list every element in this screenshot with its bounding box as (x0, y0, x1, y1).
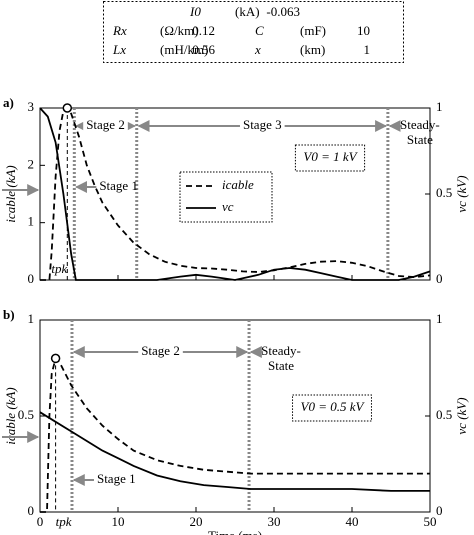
peak-marker (50, 353, 61, 364)
y-tick-label: 0 (28, 503, 35, 518)
series-line (39, 411, 430, 492)
table-cell: (mF) (300, 23, 326, 38)
table-cell: (mH/km) (160, 42, 208, 57)
table-cell: (km) (300, 42, 325, 57)
table-cell: C (255, 23, 264, 38)
peak-marker (62, 103, 73, 113)
x-axis-label: Time (ms) (208, 528, 262, 535)
x-tick-label: 50 (424, 514, 437, 529)
table-cell: x (254, 42, 261, 57)
y2-tick-label: 0.5 (436, 407, 452, 422)
source-note: V0 = 0.5 kV (301, 399, 366, 414)
stage-label: Stage 1 (99, 178, 138, 193)
series-line (39, 107, 431, 281)
table-cell: I0 (189, 4, 201, 19)
y-tick-label: 1 (28, 214, 35, 229)
y-axis-label: icable (kA) (3, 165, 18, 222)
stage-label: Stage 2 (86, 117, 125, 132)
stage-label-bg (138, 344, 183, 360)
stage-label: Stage 2 (141, 343, 180, 358)
note-box (292, 394, 372, 422)
y-tick-label: 1 (28, 311, 35, 326)
steady-state-label: State (268, 358, 294, 373)
table-box (103, 1, 404, 63)
x-tick-label: 20 (190, 514, 203, 529)
table-cell: 0.56 (192, 42, 215, 57)
y2-tick-label: 0 (436, 271, 443, 286)
note-box (294, 144, 366, 172)
tpk-label: tpk (56, 514, 72, 529)
y-tick-label: 0.5 (18, 407, 34, 422)
legend-label: vc (222, 199, 234, 214)
y-tick-label: 3 (28, 99, 35, 114)
steady-state-label: State (407, 132, 433, 147)
table-cell: -0.063 (266, 4, 300, 19)
x-tick-label: 30 (268, 514, 281, 529)
table-cell: 1 (364, 42, 371, 57)
steady-state-label: Steady- (400, 117, 440, 132)
panel-label: b) (3, 307, 15, 322)
x-tick-label: 0 (37, 514, 44, 529)
y2-axis-label: vc (kV) (454, 175, 469, 212)
table-cell: (Ω/km) (160, 23, 199, 38)
stage-label-bg (239, 118, 285, 134)
x-tick-label: 10 (112, 514, 125, 529)
x-tick-label: 40 (346, 514, 359, 529)
steady-state-label: Steady- (261, 343, 301, 358)
table-cell: Rx (112, 23, 127, 38)
y2-tick-label: 1 (436, 311, 443, 326)
table-cell: 0.12 (192, 23, 215, 38)
y-tick-label: 0 (28, 271, 35, 286)
y-tick-label: 2 (28, 156, 35, 171)
y2-axis-label: vc (kV) (454, 397, 469, 434)
stage-label-bg (83, 118, 128, 134)
y2-tick-label: 1 (436, 99, 443, 114)
series-line (40, 356, 430, 513)
panel-label: a) (3, 95, 14, 110)
legend-label: icable (222, 177, 254, 192)
y2-tick-label: 0.5 (436, 185, 452, 200)
table-cell: (kA) (235, 4, 260, 19)
stage-label: Stage 3 (243, 117, 282, 132)
y2-tick-label: 0 (436, 503, 443, 518)
table-cell: Lx (112, 42, 126, 57)
stage-label: Stage 1 (97, 471, 136, 486)
y-axis-label: icable (kA) (3, 387, 18, 444)
tpk-label: tpk (51, 261, 67, 276)
source-note: V0 = 1 kV (303, 149, 358, 164)
legend-box (179, 171, 273, 223)
table-cell: 10 (357, 23, 370, 38)
